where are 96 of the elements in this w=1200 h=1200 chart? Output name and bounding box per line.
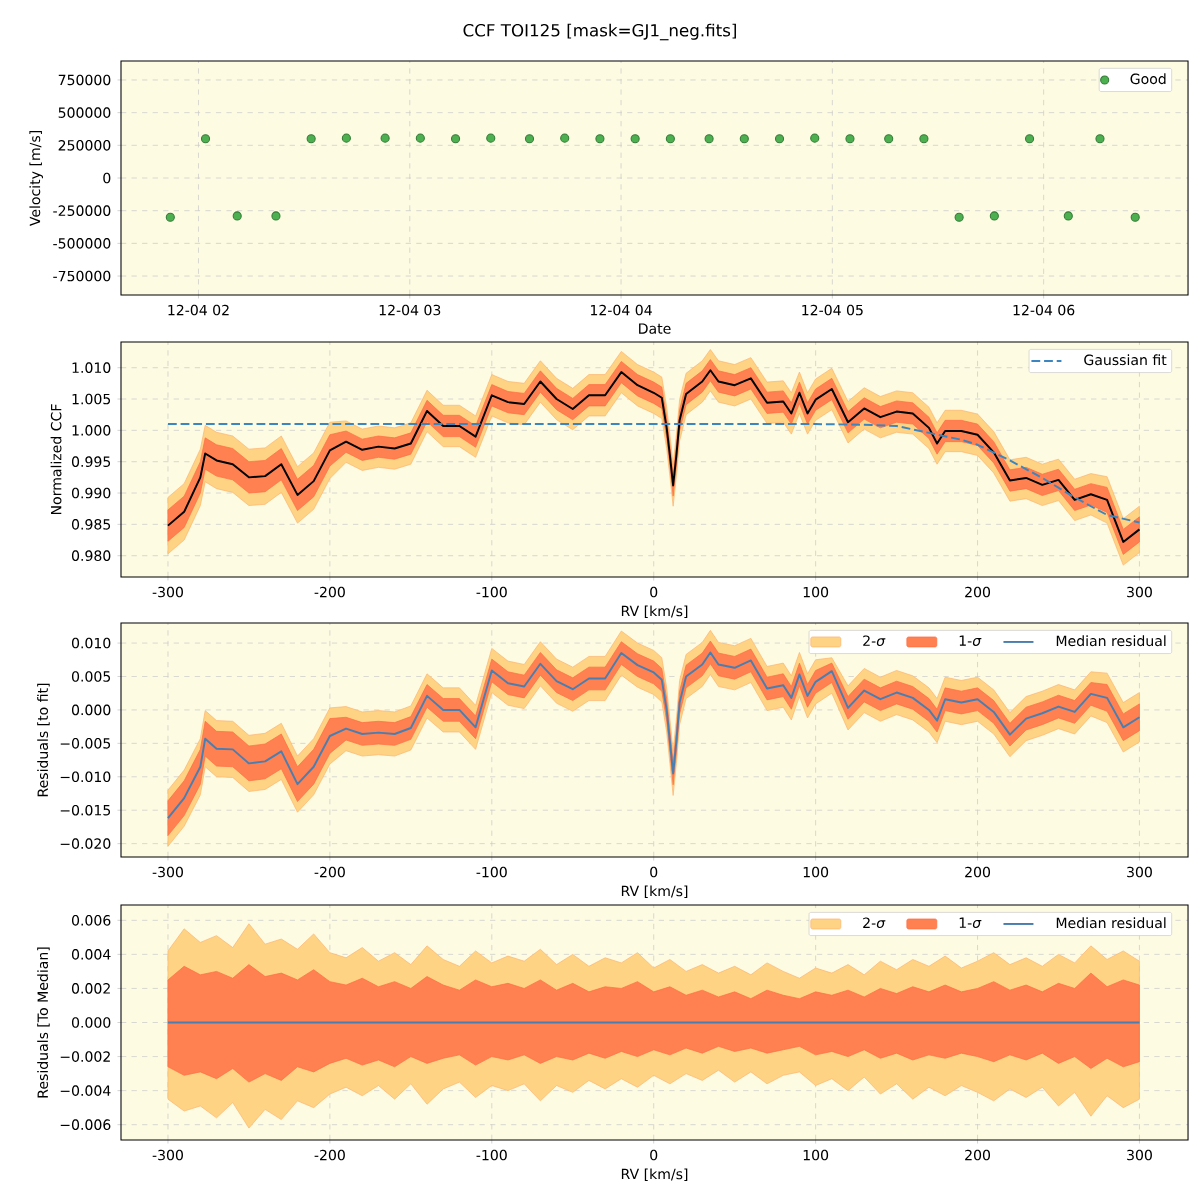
- y-axis-title: Normalized CCF: [50, 404, 62, 515]
- x-axis-title: RV [km/s]: [621, 885, 688, 898]
- point: [380, 133, 390, 143]
- x-tick-label: 12-04 04: [591, 304, 652, 316]
- point: [704, 134, 714, 144]
- legend-label: 2-σ: [863, 635, 886, 647]
- point: [1063, 211, 1073, 221]
- y-tick-label: 500000: [58, 107, 111, 118]
- y-tick-label: 1.000: [72, 425, 111, 436]
- y-tick-label: 0.980: [71, 550, 111, 562]
- y-tick-label: 1.005: [72, 393, 111, 405]
- x-tick-label: 12-04 06: [1013, 304, 1075, 316]
- x-tick-label: 12-04 05: [802, 304, 863, 316]
- x-tick-label: -100: [476, 586, 507, 598]
- x-tick-label: -100: [476, 866, 507, 878]
- point: [200, 134, 211, 144]
- x-tick-label: 0: [650, 1149, 658, 1161]
- x-tick-label: 300: [1127, 1149, 1152, 1161]
- point: [165, 212, 175, 222]
- x-tick-label: 0: [650, 866, 658, 878]
- x-tick-label: -300: [152, 866, 183, 878]
- y-tick-label: 0.010: [71, 637, 111, 649]
- point: [595, 134, 605, 144]
- point: [630, 134, 640, 144]
- point: [774, 134, 785, 144]
- y-tick-label: -250000: [53, 205, 111, 216]
- y-tick-label: 250000: [58, 139, 111, 151]
- point: [884, 134, 894, 144]
- y-axis-title: Velocity [m/s]: [29, 131, 43, 227]
- point: [306, 134, 316, 144]
- point: [739, 134, 749, 144]
- y-tick-label: −0.005: [60, 738, 111, 749]
- point: [665, 134, 675, 144]
- y-tick-label: 0.004: [71, 949, 111, 960]
- x-tick-label: -200: [314, 586, 345, 598]
- x-tick-label: -300: [152, 1149, 183, 1161]
- y-tick-label: 1.010: [72, 362, 111, 373]
- legend-label: 1-σ: [959, 635, 982, 646]
- y-tick-label: −0.004: [60, 1085, 111, 1096]
- y-tick-label: −0.020: [60, 838, 111, 849]
- point: [524, 134, 535, 144]
- x-tick-label: -200: [314, 866, 345, 878]
- y-tick-label: -500000: [53, 238, 111, 249]
- y-tick-label: 750000: [58, 74, 111, 86]
- x-tick-label: 12-04 03: [379, 304, 441, 316]
- point: [486, 133, 496, 143]
- legend-label: Good: [1130, 73, 1166, 85]
- y-tick-label: 0: [103, 172, 111, 184]
- x-tick-label: 200: [965, 1149, 991, 1161]
- x-tick-label: 200: [965, 586, 991, 598]
- y-tick-label: 0.000: [71, 704, 111, 716]
- x-tick-label: 100: [803, 866, 829, 878]
- point: [271, 211, 281, 221]
- x-tick-label: 300: [1127, 586, 1152, 598]
- legend-label: 2-σ: [863, 917, 886, 929]
- y-tick-label: 0.985: [71, 519, 111, 530]
- x-tick-label: -100: [476, 1149, 507, 1161]
- x-tick-label: -300: [152, 586, 183, 598]
- point: [919, 134, 929, 144]
- point: [415, 133, 425, 143]
- x-tick-label: 100: [803, 1149, 829, 1161]
- x-tick-label: -200: [314, 1149, 345, 1161]
- x-axis-title: Date: [639, 323, 671, 334]
- point: [1024, 134, 1035, 144]
- y-tick-label: −0.015: [60, 804, 111, 816]
- point: [989, 211, 999, 221]
- point: [845, 134, 855, 144]
- x-axis-title: RV [km/s]: [621, 1168, 688, 1181]
- y-tick-label: −0.010: [60, 771, 111, 783]
- y-axis-title: Residuals [to fit]: [37, 683, 50, 797]
- point: [954, 212, 964, 222]
- line-series: [166, 423, 1141, 524]
- y-tick-label: 0.005: [71, 671, 111, 682]
- y-axis-title: Residuals [To Median]: [37, 947, 50, 1098]
- legend-label: Median residual: [1056, 917, 1166, 929]
- point: [450, 134, 461, 144]
- y-tick-label: 0.990: [71, 487, 111, 499]
- y-tick-label: 0.006: [71, 915, 111, 926]
- legend-label: Gaussian fit: [1084, 354, 1167, 366]
- y-tick-label: 0.000: [71, 1017, 111, 1028]
- point: [810, 133, 820, 143]
- point: [560, 133, 570, 143]
- x-tick-label: 100: [803, 586, 829, 598]
- y-tick-label: 0.995: [71, 456, 111, 467]
- y-tick-label: -750000: [53, 270, 111, 282]
- x-tick-label: 300: [1127, 866, 1152, 878]
- legend-label: Median residual: [1056, 635, 1166, 647]
- x-tick-label: 0: [650, 586, 658, 598]
- y-tick-label: 0.002: [71, 983, 110, 994]
- y-tick-label: −0.006: [60, 1119, 111, 1130]
- x-tick-label: 200: [965, 866, 991, 878]
- x-tick-label: 12-04 02: [168, 304, 229, 316]
- y-tick-label: −0.002: [60, 1051, 110, 1062]
- legend-label: 1-σ: [959, 917, 982, 928]
- chart-title: CCF TOI125 [mask=GJ1_neg.fits]: [463, 23, 736, 41]
- x-axis-title: RV [km/s]: [621, 605, 688, 618]
